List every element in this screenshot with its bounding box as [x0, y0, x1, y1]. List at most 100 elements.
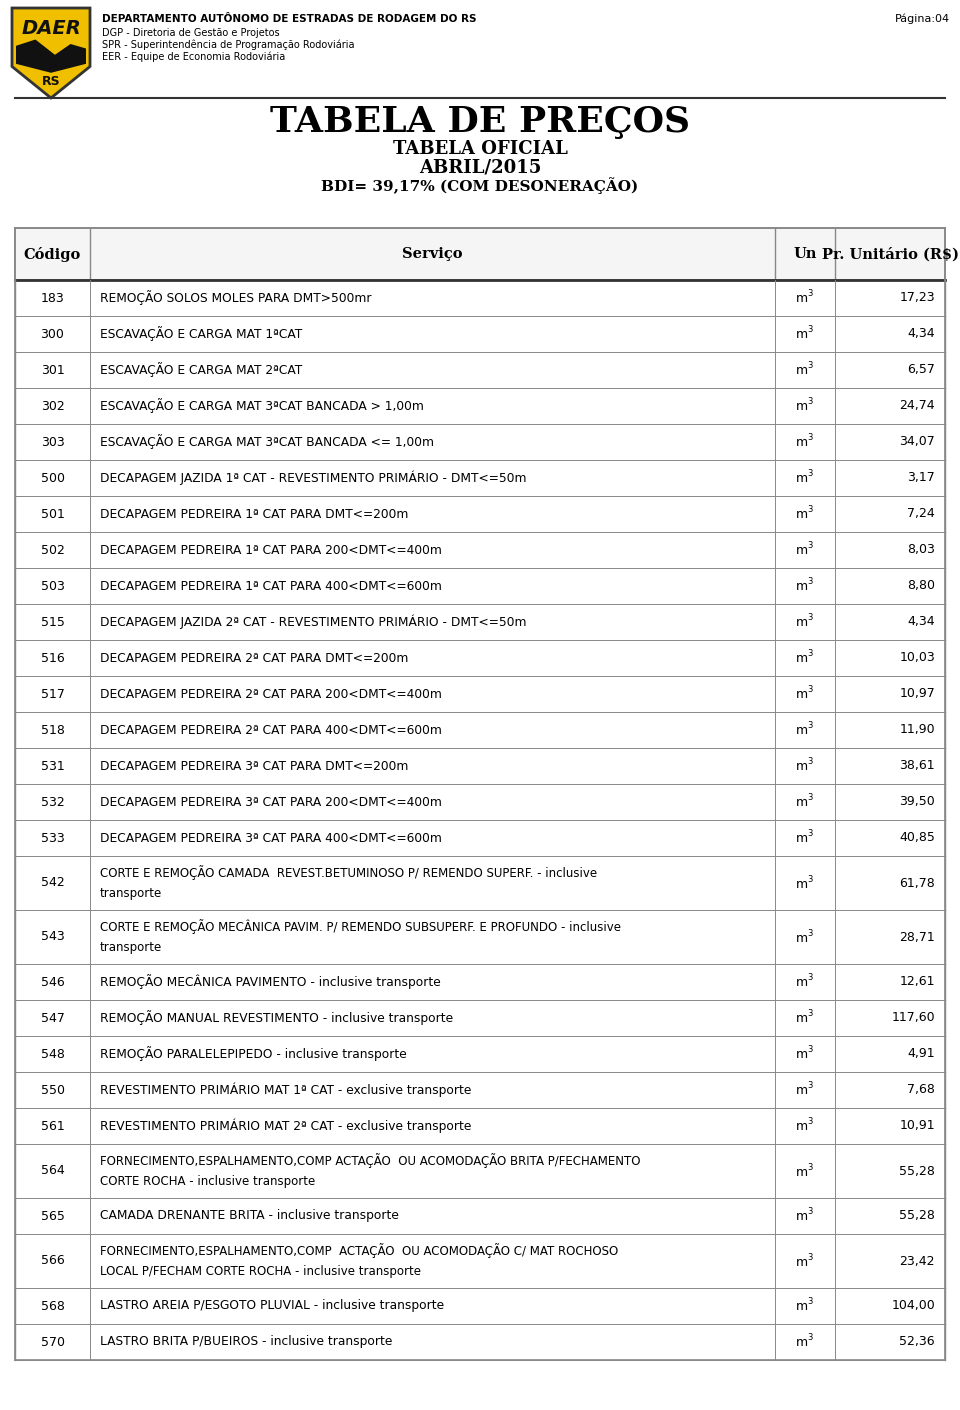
Text: SPR - Superintendência de Programação Rodoviária: SPR - Superintendência de Programação Ro…	[102, 39, 354, 51]
Text: 3: 3	[807, 722, 813, 730]
Text: 3: 3	[807, 874, 813, 884]
Text: 7,24: 7,24	[907, 508, 935, 520]
Text: 303: 303	[40, 436, 64, 448]
Text: 4,34: 4,34	[907, 327, 935, 340]
Text: 3: 3	[807, 433, 813, 443]
Text: 4,34: 4,34	[907, 616, 935, 629]
Text: DECAPAGEM JAZIDA 1ª CAT - REVESTIMENTO PRIMÁRIO - DMT<=50m: DECAPAGEM JAZIDA 1ª CAT - REVESTIMENTO P…	[100, 471, 526, 485]
Polygon shape	[16, 39, 86, 73]
Text: m: m	[796, 1211, 808, 1224]
Bar	[15, 460, 945, 496]
Text: 515: 515	[40, 616, 64, 629]
Bar	[15, 712, 945, 747]
Bar	[15, 352, 945, 388]
Text: 3: 3	[807, 650, 813, 658]
Text: 3: 3	[807, 613, 813, 622]
Text: 531: 531	[40, 760, 64, 773]
Text: DAER: DAER	[21, 18, 81, 38]
Text: 533: 533	[40, 832, 64, 845]
Text: ESCAVAÇÃO E CARGA MAT 3ªCAT BANCADA <= 1,00m: ESCAVAÇÃO E CARGA MAT 3ªCAT BANCADA <= 1…	[100, 434, 434, 450]
Text: 3: 3	[807, 1334, 813, 1342]
Text: 3: 3	[807, 1010, 813, 1018]
Text: 564: 564	[40, 1165, 64, 1177]
Text: 3: 3	[807, 506, 813, 515]
Text: LASTRO BRITA P/BUEIROS - inclusive transporte: LASTRO BRITA P/BUEIROS - inclusive trans…	[100, 1335, 393, 1348]
Text: m: m	[796, 1084, 808, 1097]
Text: 547: 547	[40, 1011, 64, 1025]
Text: m: m	[796, 1255, 808, 1269]
Text: DECAPAGEM PEDREIRA 3ª CAT PARA DMT<=200m: DECAPAGEM PEDREIRA 3ª CAT PARA DMT<=200m	[100, 760, 408, 773]
Text: EER - Equipe de Economia Rodoviária: EER - Equipe de Economia Rodoviária	[102, 52, 285, 62]
Text: 301: 301	[40, 364, 64, 376]
Text: 12,61: 12,61	[900, 976, 935, 988]
Text: ABRIL/2015: ABRIL/2015	[419, 158, 541, 176]
Text: 502: 502	[40, 543, 64, 557]
Text: 3: 3	[807, 1118, 813, 1127]
Bar	[15, 1324, 945, 1361]
Text: m: m	[796, 400, 808, 413]
Text: 3: 3	[807, 973, 813, 983]
Bar	[15, 964, 945, 1000]
Text: 568: 568	[40, 1300, 64, 1313]
Text: 10,97: 10,97	[900, 688, 935, 701]
Text: 38,61: 38,61	[900, 760, 935, 773]
Text: m: m	[796, 292, 808, 306]
Bar	[15, 784, 945, 821]
Text: transporte: transporte	[100, 887, 162, 900]
Text: 4,91: 4,91	[907, 1048, 935, 1060]
Text: 548: 548	[40, 1048, 64, 1060]
Text: FORNECIMENTO,ESPALHAMENTO,COMP ACTAÇÃO  OU ACOMODAÇÃO BRITA P/FECHAMENTO: FORNECIMENTO,ESPALHAMENTO,COMP ACTAÇÃO O…	[100, 1153, 640, 1169]
Text: DECAPAGEM PEDREIRA 3ª CAT PARA 400<DMT<=600m: DECAPAGEM PEDREIRA 3ª CAT PARA 400<DMT<=…	[100, 832, 442, 845]
Bar	[15, 675, 945, 712]
Text: 518: 518	[40, 723, 64, 736]
Text: TABELA OFICIAL: TABELA OFICIAL	[393, 140, 567, 158]
Text: Serviço: Serviço	[402, 247, 463, 261]
Text: 302: 302	[40, 399, 64, 413]
Text: m: m	[796, 725, 808, 737]
Polygon shape	[12, 8, 90, 99]
Text: CORTE E REMOÇÃO CAMADA  REVEST.BETUMINOSO P/ REMENDO SUPERF. - inclusive: CORTE E REMOÇÃO CAMADA REVEST.BETUMINOSO…	[100, 866, 597, 880]
Text: m: m	[796, 581, 808, 594]
Bar	[15, 281, 945, 316]
Text: m: m	[796, 1300, 808, 1314]
Text: 3,17: 3,17	[907, 471, 935, 485]
Text: LASTRO AREIA P/ESGOTO PLUVIAL - inclusive transporte: LASTRO AREIA P/ESGOTO PLUVIAL - inclusiv…	[100, 1300, 444, 1313]
Text: 8,03: 8,03	[907, 543, 935, 557]
Text: m: m	[796, 1337, 808, 1349]
Bar	[15, 909, 945, 964]
Text: REMOÇÃO PARALELEPIPEDO - inclusive transporte: REMOÇÃO PARALELEPIPEDO - inclusive trans…	[100, 1046, 407, 1062]
Text: 3: 3	[807, 1045, 813, 1055]
Text: m: m	[796, 1049, 808, 1062]
Bar	[15, 568, 945, 603]
Bar	[15, 1234, 945, 1287]
Text: 3: 3	[807, 1162, 813, 1172]
Text: DECAPAGEM PEDREIRA 2ª CAT PARA DMT<=200m: DECAPAGEM PEDREIRA 2ª CAT PARA DMT<=200m	[100, 651, 408, 664]
Text: m: m	[796, 1012, 808, 1025]
Bar	[15, 1000, 945, 1036]
Text: m: m	[796, 509, 808, 522]
Text: ESCAVAÇÃO E CARGA MAT 3ªCAT BANCADA > 1,00m: ESCAVAÇÃO E CARGA MAT 3ªCAT BANCADA > 1,…	[100, 399, 424, 413]
Text: REMOÇÃO MANUAL REVESTIMENTO - inclusive transporte: REMOÇÃO MANUAL REVESTIMENTO - inclusive …	[100, 1011, 453, 1025]
Text: CAMADA DRENANTE BRITA - inclusive transporte: CAMADA DRENANTE BRITA - inclusive transp…	[100, 1210, 398, 1222]
Text: DECAPAGEM PEDREIRA 1ª CAT PARA 200<DMT<=400m: DECAPAGEM PEDREIRA 1ª CAT PARA 200<DMT<=…	[100, 543, 442, 557]
Text: 52,36: 52,36	[900, 1335, 935, 1348]
Text: DGP - Diretoria de Gestão e Projetos: DGP - Diretoria de Gestão e Projetos	[102, 28, 279, 38]
Text: 3: 3	[807, 361, 813, 371]
Text: 546: 546	[40, 976, 64, 988]
Text: 3: 3	[807, 470, 813, 478]
Bar	[15, 640, 945, 675]
Text: 17,23: 17,23	[900, 292, 935, 305]
Text: m: m	[796, 797, 808, 809]
Text: m: m	[796, 760, 808, 774]
Text: REMOÇÃO SOLOS MOLES PARA DMT>500mr: REMOÇÃO SOLOS MOLES PARA DMT>500mr	[100, 290, 372, 306]
Text: REVESTIMENTO PRIMÁRIO MAT 1ª CAT - exclusive transporte: REVESTIMENTO PRIMÁRIO MAT 1ª CAT - exclu…	[100, 1083, 471, 1097]
Text: 570: 570	[40, 1335, 64, 1348]
Text: 532: 532	[40, 795, 64, 808]
Text: m: m	[796, 437, 808, 450]
Text: 55,28: 55,28	[900, 1210, 935, 1222]
Text: CORTE E REMOÇÃO MECÂNICA PAVIM. P/ REMENDO SUBSUPERF. E PROFUNDO - inclusive: CORTE E REMOÇÃO MECÂNICA PAVIM. P/ REMEN…	[100, 919, 621, 935]
Text: ESCAVAÇÃO E CARGA MAT 1ªCAT: ESCAVAÇÃO E CARGA MAT 1ªCAT	[100, 327, 302, 341]
Text: Código: Código	[24, 247, 82, 261]
Text: 10,03: 10,03	[900, 651, 935, 664]
Text: 565: 565	[40, 1210, 64, 1222]
